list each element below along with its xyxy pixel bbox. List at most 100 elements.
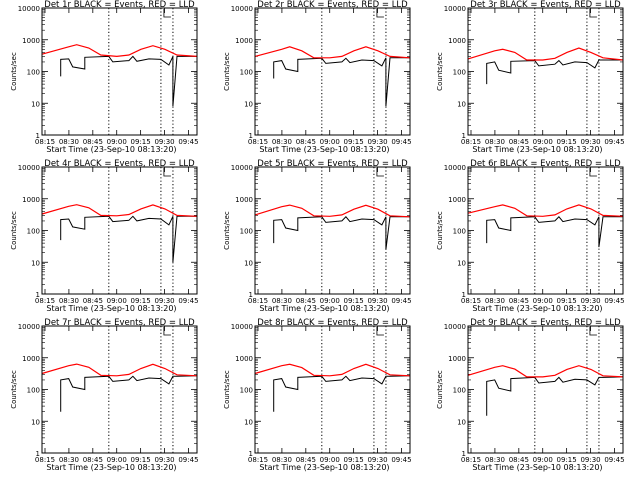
plot-frame [467,325,624,454]
x-tick-label: 09:00 [533,297,553,305]
panel-title: Det 8r BLACK = Events, RED = LLD [257,318,408,328]
x-tick-label: 09:15 [131,138,151,146]
panel-title: Det 9r BLACK = Events, RED = LLD [470,318,621,328]
y-tick-label: 10 [31,418,40,426]
x-tick-label: 08:15 [35,456,55,464]
marker-tag-L [589,9,597,18]
y-axis-label: Counts/sec [10,211,18,250]
x-axis-label: Start Time (23-Sep-10 08:13:20) [472,145,602,154]
marker-tag-L [376,327,384,336]
x-tick-label: 08:45 [296,138,316,146]
x-tick-label: 09:45 [604,138,624,146]
x-tick-label: 09:15 [131,456,151,464]
marker-tag-L [376,168,384,177]
y-tick-label: 10 [457,100,466,108]
x-tick-label: 09:00 [533,456,553,464]
y-tick-label: 1000 [22,37,40,45]
y-tick-label: 1 [249,291,253,299]
x-tick-label: 08:15 [248,297,268,305]
panel-title: Det 5r BLACK = Events, RED = LLD [257,159,408,169]
y-axis-label: Counts/sec [223,211,231,250]
x-tick-label: 09:00 [107,456,127,464]
y-tick-label: 1000 [22,196,40,204]
x-tick-label: 09:15 [131,297,151,305]
series-lld [41,44,198,58]
x-tick-label: 09:45 [391,456,411,464]
series-events [60,215,197,263]
x-tick-label: 08:30 [272,138,292,146]
x-tick-label: 08:30 [272,456,292,464]
y-axis-label: Counts/sec [10,52,18,91]
x-axis-label: Start Time (23-Sep-10 08:13:20) [472,463,602,472]
y-tick-label: 10 [31,259,40,267]
det-panel-2: Det 2r BLACK = Events, RED = LLD 1 10 100 10… [223,0,412,154]
x-tick-label: 09:15 [344,456,364,464]
y-tick-label: 10 [244,259,253,267]
series-lld [467,365,624,378]
det-panel-9: Det 9r BLACK = Events, RED = LLD 1 10 100 10… [436,318,625,472]
y-tick-label: 100 [240,228,253,236]
x-tick-label: 08:30 [272,297,292,305]
x-tick-label: 08:30 [59,297,79,305]
x-tick-label: 08:15 [35,138,55,146]
x-axis-label: Start Time (23-Sep-10 08:13:20) [259,304,389,313]
x-tick-label: 09:15 [344,138,364,146]
x-tick-label: 09:30 [580,138,600,146]
x-tick-label: 08:45 [83,456,103,464]
x-tick-label: 08:15 [248,456,268,464]
y-tick-label: 1 [462,450,466,458]
y-tick-label: 100 [27,387,40,395]
x-tick-label: 08:45 [509,297,529,305]
plot-frame [41,166,198,295]
x-tick-label: 09:00 [107,297,127,305]
y-tick-label: 1 [249,450,253,458]
series-events [273,216,410,250]
x-tick-label: 09:15 [557,138,577,146]
series-events [486,216,623,248]
series-lld [254,363,411,377]
y-tick-label: 10 [244,100,253,108]
x-tick-label: 08:15 [248,138,268,146]
marker-tag-L [589,168,597,177]
panel-title: Det 7r BLACK = Events, RED = LLD [44,318,195,328]
x-tick-label: 09:00 [320,456,340,464]
y-axis-label: Counts/sec [10,370,18,409]
x-tick-label: 08:30 [485,138,505,146]
x-tick-label: 09:30 [367,456,387,464]
x-tick-label: 09:30 [154,138,174,146]
y-tick-label: 10000 [444,323,466,331]
x-tick-label: 09:00 [533,138,553,146]
y-tick-label: 10000 [18,164,40,172]
y-axis-label: Counts/sec [436,52,444,91]
det-panel-5: Det 5r BLACK = Events, RED = LLD 1 10 100 10… [223,159,412,313]
x-axis-label: Start Time (23-Sep-10 08:13:20) [259,145,389,154]
x-tick-label: 09:45 [604,297,624,305]
x-tick-label: 09:45 [391,138,411,146]
x-tick-label: 09:45 [178,456,198,464]
series-lld [41,204,198,217]
marker-tag-L [376,9,384,18]
x-axis-label: Start Time (23-Sep-10 08:13:20) [46,145,176,154]
x-tick-label: 09:45 [391,297,411,305]
plot-frame [467,7,624,136]
x-tick-label: 09:15 [344,297,364,305]
y-tick-label: 100 [27,228,40,236]
marker-tag-L [163,327,171,336]
series-events [60,55,197,107]
x-axis-label: Start Time (23-Sep-10 08:13:20) [46,463,176,472]
series-events [60,375,198,412]
x-tick-label: 08:30 [59,138,79,146]
y-tick-label: 1000 [448,37,466,45]
y-tick-label: 100 [240,387,253,395]
series-events [273,57,410,107]
x-tick-label: 08:30 [59,456,79,464]
x-tick-label: 08:30 [485,297,505,305]
x-tick-label: 09:00 [107,138,127,146]
y-tick-label: 1000 [22,355,40,363]
x-tick-label: 09:30 [154,297,174,305]
y-tick-label: 10 [457,259,466,267]
x-tick-label: 08:45 [83,138,103,146]
x-tick-label: 09:15 [557,456,577,464]
y-tick-label: 100 [240,69,253,77]
x-tick-label: 09:30 [580,456,600,464]
